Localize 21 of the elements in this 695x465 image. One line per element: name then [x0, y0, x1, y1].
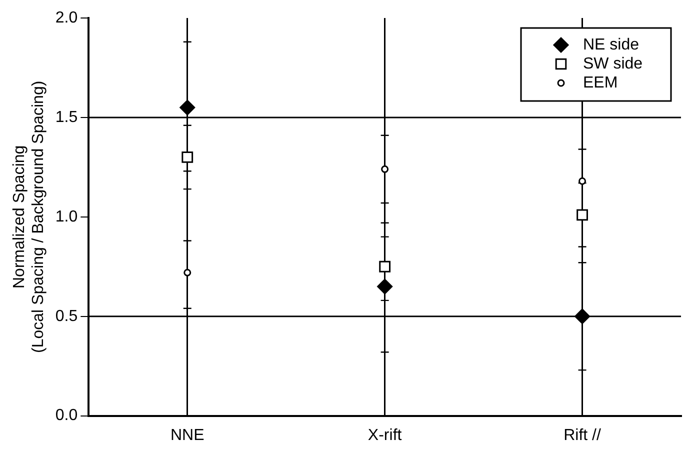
y-tick-label: 1.0: [55, 208, 78, 226]
point: [576, 209, 588, 221]
point: [574, 308, 590, 324]
y-axis-title: Normalized Spacing (Local Spacing / Background Spacing): [11, 80, 48, 353]
x-tick-label: NNE: [170, 426, 204, 444]
x-tick-label: Rift //: [564, 426, 602, 444]
x-tick-label: X-rift: [368, 426, 402, 444]
y-tick-label: 0.0: [55, 407, 78, 424]
legend-label: SW side: [583, 55, 643, 72]
y-tick-label: 2.0: [55, 9, 78, 26]
y-tick-label: 0.5: [55, 308, 78, 325]
point: [379, 260, 391, 272]
point: [578, 177, 586, 185]
point: [182, 152, 194, 163]
point: [381, 165, 389, 173]
point: [377, 278, 393, 294]
legend-label: EEM: [583, 74, 618, 92]
point: [180, 100, 196, 116]
point: [184, 268, 192, 276]
legend-label: NE side: [583, 36, 640, 54]
y-tick-label: 1.5: [55, 108, 78, 126]
